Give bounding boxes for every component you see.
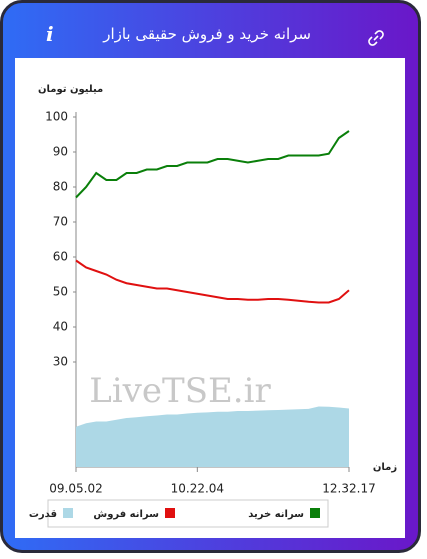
x-tick-label: 10.22.04 xyxy=(171,482,224,496)
watermark: LiveTSE.ir xyxy=(89,371,271,411)
header: سرانه خرید و فروش حقیقی بازار i xyxy=(0,0,421,55)
legend-box xyxy=(47,499,329,528)
legend-label: سرانه فروش xyxy=(93,509,159,520)
y-axis-label: میلیون تومان xyxy=(38,84,103,95)
y-tick-label: 80 xyxy=(53,180,68,194)
x-axis-label: زمان xyxy=(373,462,397,473)
area-series xyxy=(76,406,349,467)
legend-swatch xyxy=(165,508,175,518)
y-tick-label: 60 xyxy=(53,250,68,264)
legend-label: سرانه خرید xyxy=(248,509,304,520)
line-series xyxy=(75,130,350,199)
legend-label: قدرت xyxy=(29,509,57,520)
legend-swatch xyxy=(310,508,320,518)
y-tick-label: 70 xyxy=(53,215,68,229)
header-title: سرانه خرید و فروش حقیقی بازار xyxy=(103,25,311,43)
x-tick-label: 12.32.17 xyxy=(322,482,375,496)
y-tick-label: 90 xyxy=(53,145,68,159)
line-series xyxy=(75,259,350,304)
link-icon[interactable] xyxy=(368,30,384,46)
info-icon[interactable]: i xyxy=(46,22,54,46)
legend-swatch xyxy=(63,508,73,518)
y-tick-label: 30 xyxy=(53,355,68,369)
x-tick-label: 09.05.02 xyxy=(49,482,102,496)
y-tick-label: 40 xyxy=(53,320,68,334)
y-tick-label: 100 xyxy=(45,110,68,124)
y-tick-label: 50 xyxy=(53,285,68,299)
